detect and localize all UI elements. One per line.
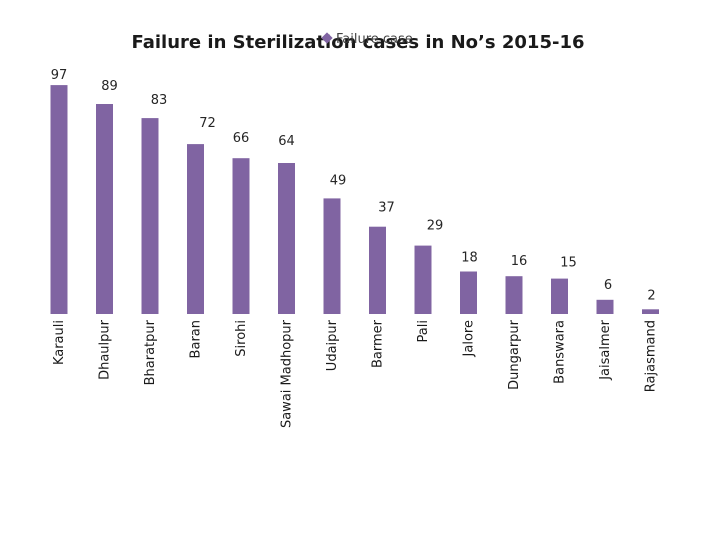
bar-barmer bbox=[369, 226, 386, 314]
bars-group bbox=[50, 85, 659, 314]
value-label: 83 bbox=[151, 93, 168, 108]
bar-jalore bbox=[460, 271, 477, 314]
category-label: Jalore bbox=[462, 320, 477, 357]
category-labels-group: Karauli Dhaulpur Bharatpur Baran Sirohi Sawai… bbox=[52, 319, 659, 428]
bar-bharatpur bbox=[141, 118, 159, 314]
category-label: Bharatpur bbox=[143, 319, 158, 385]
bar-pali bbox=[414, 245, 432, 314]
category-label: Banswara bbox=[553, 320, 568, 384]
value-label: 66 bbox=[233, 131, 250, 146]
value-label: 18 bbox=[461, 251, 478, 266]
value-label: 15 bbox=[560, 256, 577, 271]
bar-jaisalmer bbox=[596, 299, 614, 314]
bar-dungarpur bbox=[505, 276, 523, 314]
category-label: Dungarpur bbox=[507, 319, 522, 390]
value-label: 16 bbox=[511, 254, 528, 269]
category-label: Sirohi bbox=[234, 320, 249, 357]
value-label: 2 bbox=[647, 288, 655, 303]
bar-banswara bbox=[551, 278, 568, 314]
category-label: Baran bbox=[189, 320, 204, 358]
chart-title: Failure in Sterilization cases in No’s 2… bbox=[132, 32, 585, 53]
legend-marker bbox=[321, 32, 333, 44]
value-label: 49 bbox=[330, 173, 347, 188]
value-label: 37 bbox=[378, 201, 395, 216]
category-label: Barmer bbox=[371, 319, 386, 368]
value-label: 64 bbox=[278, 134, 295, 149]
value-labels-group: 97 89 83 72 66 64 49 37 29 18 16 15 6 2 bbox=[51, 68, 656, 303]
bar-rajasmand bbox=[642, 309, 659, 314]
value-label: 6 bbox=[604, 278, 612, 293]
value-label: 89 bbox=[101, 79, 118, 94]
bar-udaipur bbox=[323, 198, 341, 314]
category-label: Jaisalmer bbox=[598, 319, 613, 380]
bar-baran bbox=[187, 144, 204, 314]
bar-karauli bbox=[50, 85, 68, 314]
category-label: Rajasmand bbox=[644, 320, 659, 392]
category-label: Sawai Madhopur bbox=[280, 319, 295, 428]
bar-sawai-madhopur bbox=[278, 163, 295, 314]
category-label: Pali bbox=[416, 320, 431, 342]
category-label: Udaipur bbox=[325, 319, 340, 371]
legend-label: Failure case bbox=[336, 32, 413, 47]
value-label: 72 bbox=[199, 116, 216, 131]
value-label: 97 bbox=[51, 68, 68, 83]
category-label: Karauli bbox=[52, 320, 67, 365]
value-label: 29 bbox=[427, 219, 444, 234]
bar-sirohi bbox=[232, 158, 250, 314]
category-label: Dhaulpur bbox=[98, 319, 113, 380]
legend: Failure case bbox=[321, 32, 413, 47]
bar-dhaulpur bbox=[96, 104, 113, 314]
